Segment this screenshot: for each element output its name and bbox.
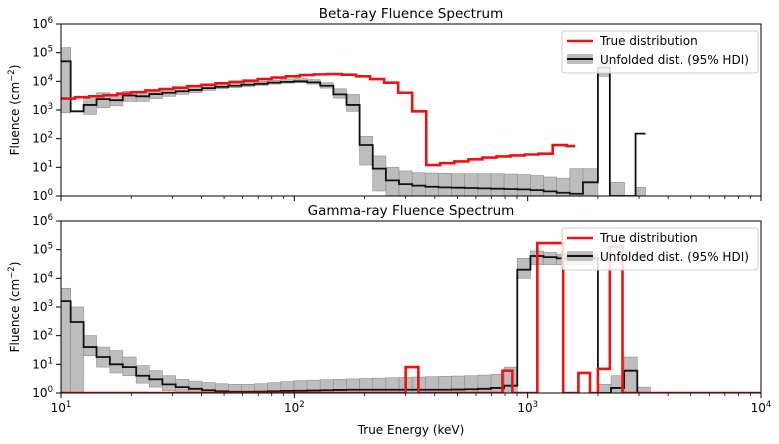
hdi-bin [451,173,466,196]
hdi-bin [333,379,347,393]
y-tick-label: 102 [32,328,53,343]
y-tick-label: 101 [32,356,53,371]
gamma-unfolded-line [61,255,651,393]
y-tick-label: 100 [32,188,53,203]
hdi-bin [516,174,531,196]
x-tick-label: 101 [51,400,72,415]
hdi-bin [83,335,97,357]
hdi-bin [411,172,426,196]
y-tick-label: 105 [32,242,53,257]
legend-unfolded-label: Unfolded dist. (95% HDI) [600,250,749,264]
gamma-chart-title: Gamma-ray Fluence Spectrum [308,203,515,219]
beta-true-line [61,72,576,167]
beta-panel: Beta-ray Fluence Spectrum Fluence (cm−2)… [7,6,762,203]
hdi-bin [609,182,625,196]
hdi-bin [516,257,531,279]
hdi-bin [438,172,452,196]
hdi-bin [175,379,190,393]
x-axis-label: True Energy (keV) [357,423,465,437]
hdi-bin [135,365,150,384]
gamma-legend: True distribution Unfolded dist. (95% HD… [561,227,759,271]
hdi-bin [109,350,124,374]
hdi-bin [385,377,400,393]
y-tick-label: 103 [32,102,53,117]
beta-axes: 100 101 102 103 104 105 106 [32,16,762,203]
y-tick-label: 104 [32,270,53,285]
hdi-bin [372,377,387,393]
y-tick-label: 106 [32,213,53,228]
hdi-bin [83,98,97,115]
legend-frame [561,227,759,271]
true-distribution-line [61,72,576,167]
beta-unfolded-line [61,60,646,196]
y-tick-label: 100 [32,385,53,400]
hdi-bin [543,176,557,196]
hdi-bin [543,252,557,265]
hdi-bin [385,167,400,196]
legend-frame [561,30,759,74]
beta-y-axis-label: Fluence (cm−2) [7,65,22,156]
gamma-y-axis-label: Fluence (cm−2) [7,262,22,353]
hdi-bin [477,374,492,393]
hdi-bin [451,375,466,393]
hdi-bin [530,175,544,196]
unfolded-distribution-line [61,60,646,196]
hdi-bin [359,378,374,393]
hdi-bin [346,378,360,393]
beta-chart-title: Beta-ray Fluence Spectrum [319,6,503,22]
beta-legend: True distribution Unfolded dist. (95% HD… [561,30,759,74]
hdi-bin [61,47,71,114]
gamma-panel: Gamma-ray Fluence Spectrum Fluence (cm−2… [7,203,771,437]
y-tick-label: 101 [32,159,53,174]
hdi-bin [503,173,518,196]
hdi-bin [569,168,584,196]
y-tick-label: 104 [32,73,53,88]
hdi-bin [201,382,216,393]
y-tick-label: 103 [32,299,53,314]
legend-true-label: True distribution [599,34,698,48]
hdi-bin [61,287,71,393]
x-tick-label: 104 [751,400,772,415]
hdi-bin [188,380,203,393]
hdi-bin [477,173,492,196]
hdi-bin [346,94,360,112]
hdi-bin [425,172,439,196]
y-tick-label: 106 [32,16,53,31]
legend-unfolded-label: Unfolded dist. (95% HDI) [600,53,749,67]
hdi-bin [490,173,505,196]
y-tick-label: 105 [32,45,53,60]
hdi-bin [70,306,84,393]
hdi-bin [162,375,176,392]
hdi-bin [464,375,479,393]
unfolded-distribution-line [61,255,651,393]
x-tick-label: 103 [517,400,538,415]
hdi-bin [359,136,374,166]
legend-true-label: True distribution [599,231,698,245]
x-tick-label: 102 [284,400,305,415]
y-tick-label: 102 [32,131,53,146]
hdi-bin [464,173,479,196]
hdi-bin [372,155,387,192]
hdi-bin [635,187,646,196]
hdi-bin [333,88,347,99]
hdi-bin [597,384,612,393]
hdi-bin [623,356,638,393]
